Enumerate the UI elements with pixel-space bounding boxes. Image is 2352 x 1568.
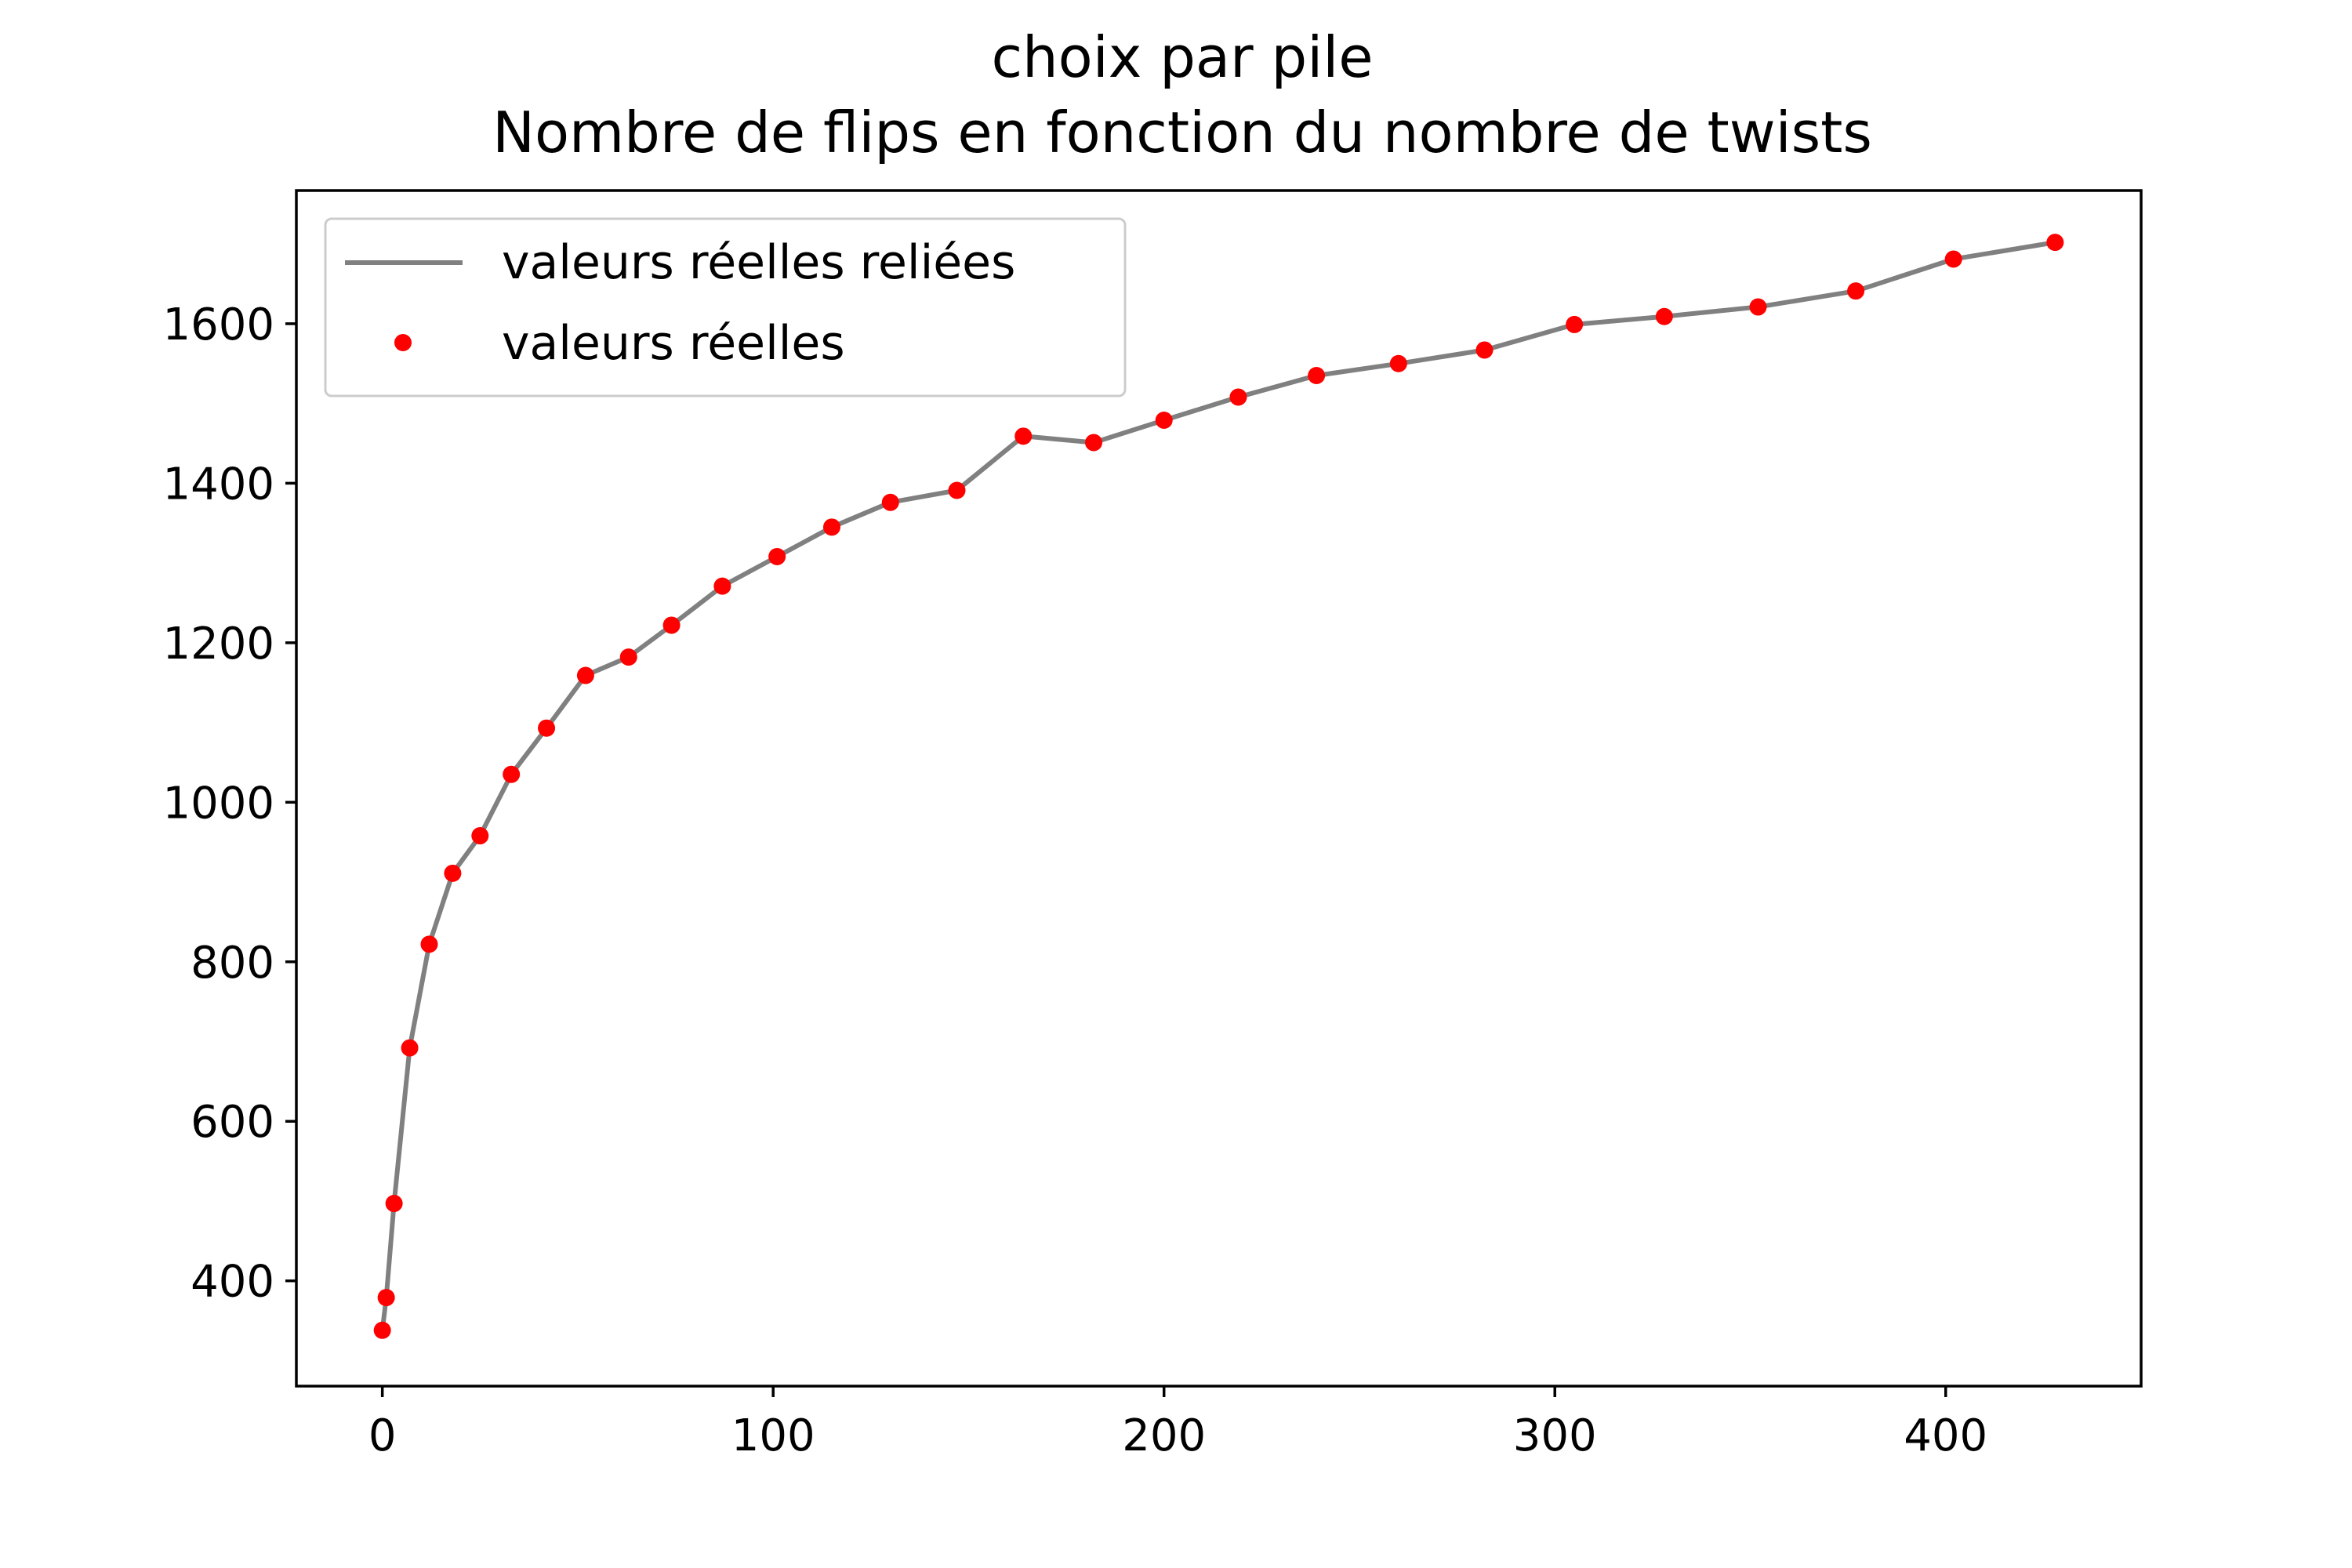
plot-area-frame [295, 189, 2143, 1388]
data-point [768, 547, 786, 565]
data-point [1308, 367, 1326, 385]
y-tick-label: 400 [191, 1257, 274, 1308]
legend-label-line: valeurs réelles reliées [502, 235, 1015, 290]
series-points-group [373, 234, 2064, 1339]
data-point [377, 1289, 395, 1307]
data-point [401, 1039, 419, 1057]
data-point [1389, 354, 1407, 372]
data-point [1084, 434, 1102, 452]
data-point [373, 1321, 391, 1339]
data-point [822, 518, 840, 536]
x-tick-label: 0 [368, 1410, 397, 1461]
data-point [619, 648, 637, 666]
data-point [385, 1195, 403, 1213]
data-point [713, 577, 731, 595]
legend-label-markers: valeurs réelles [502, 316, 845, 371]
data-point [1475, 341, 1494, 359]
data-point [420, 935, 438, 953]
data-point [1155, 411, 1173, 429]
x-tick-label: 200 [1122, 1410, 1206, 1461]
data-point [1749, 298, 1767, 316]
legend-marker-swatch [394, 334, 412, 351]
x-tick-label: 400 [1904, 1410, 1987, 1461]
x-tick-label: 300 [1513, 1410, 1597, 1461]
data-point [1014, 427, 1033, 445]
data-point [1655, 307, 1673, 325]
legend-box [324, 217, 1127, 397]
data-point [576, 666, 594, 684]
y-tick-label: 600 [191, 1097, 274, 1148]
series-line-connected-values [379, 239, 2058, 1334]
y-tick-label: 800 [191, 938, 274, 989]
y-axis-ticks: 400 600 800 1000 1200 1400 1600 [162, 299, 296, 1308]
data-point [1229, 388, 1247, 406]
data-point [948, 481, 966, 499]
chart-title-line2: Nombre de flips en fonction du nombre de… [492, 100, 1872, 165]
y-tick-label: 1000 [162, 778, 274, 829]
data-point [503, 765, 521, 783]
data-point [538, 719, 556, 737]
data-point [662, 616, 681, 634]
data-point [1566, 315, 1584, 333]
x-tick-label: 100 [731, 1410, 815, 1461]
data-point [471, 827, 489, 845]
x-axis-ticks: 0 100 200 300 400 [368, 1386, 1987, 1461]
chart-title-line1: choix par pile [991, 24, 1373, 90]
y-tick-label: 1200 [162, 619, 274, 670]
legend: valeurs réelles reliées valeurs réelles [324, 217, 1127, 397]
data-point [444, 864, 462, 882]
data-point [2046, 234, 2064, 252]
y-tick-label: 1400 [162, 459, 274, 510]
series-line-group [379, 239, 2058, 1334]
data-point [1847, 282, 1865, 300]
y-tick-label: 1600 [162, 299, 274, 350]
data-point [881, 493, 899, 511]
data-point [1944, 250, 1962, 268]
